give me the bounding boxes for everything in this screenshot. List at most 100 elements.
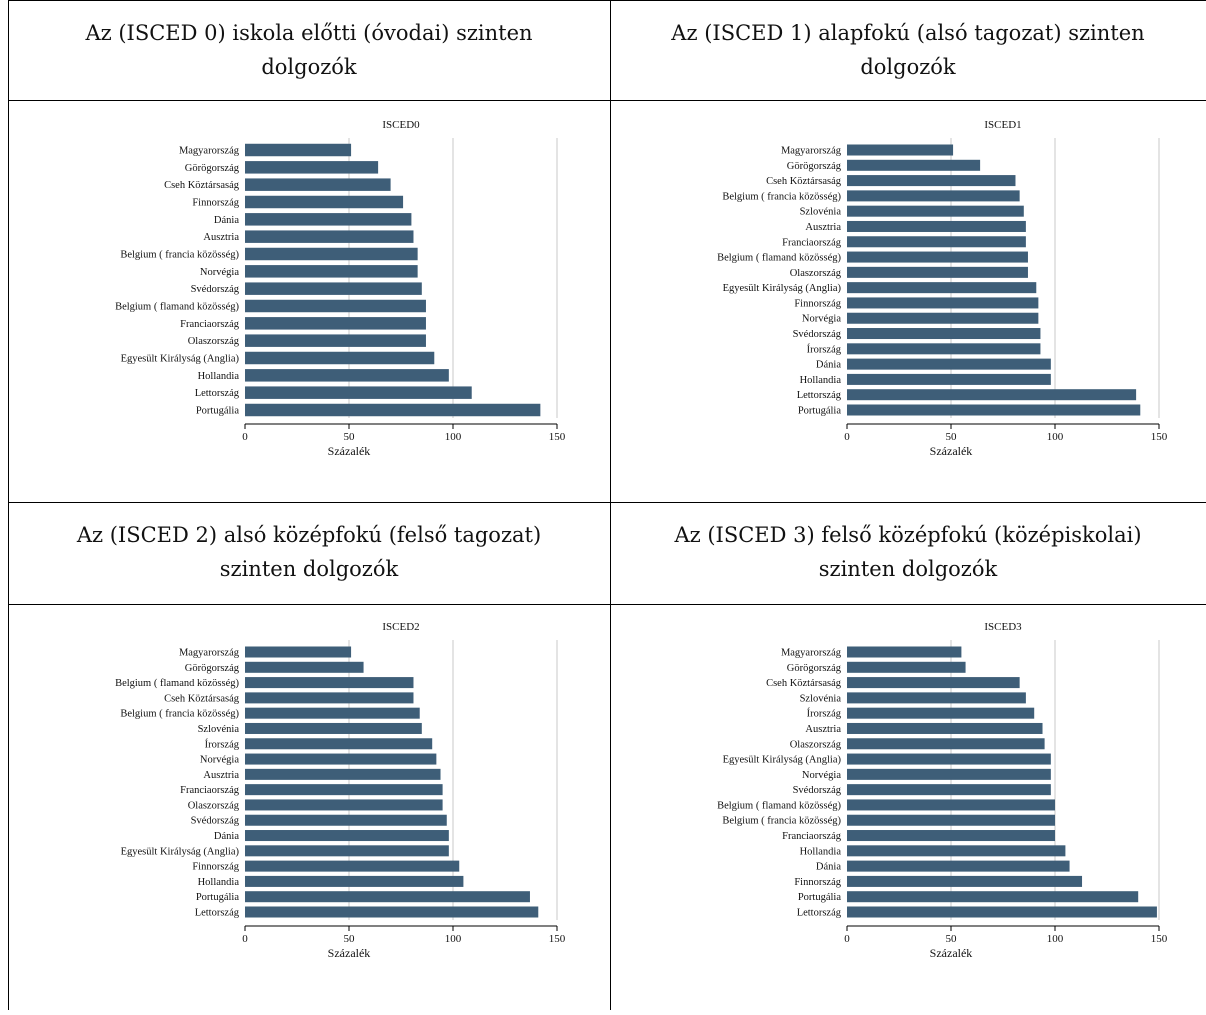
bar (847, 661, 966, 673)
x-axis-label: Százalék (930, 946, 973, 960)
category-label: Írország (807, 343, 842, 355)
category-label: Egyesült Királyság (Anglia) (121, 354, 240, 365)
bar (847, 722, 1043, 734)
category-label: Hollandia (800, 846, 842, 857)
x-tick-label: 0 (242, 933, 248, 945)
category-label: Belgium ( francia közösség) (722, 191, 841, 202)
x-tick-label: 100 (1047, 933, 1064, 945)
category-label: Belgium ( flamand közösség) (717, 253, 841, 264)
bar (847, 343, 1041, 355)
bar (245, 646, 352, 658)
category-label: Hollandia (198, 371, 240, 382)
bar (245, 707, 420, 719)
bar (245, 753, 437, 765)
bar (847, 830, 1055, 842)
bar (847, 692, 1026, 704)
bar (245, 814, 447, 826)
bar (847, 328, 1041, 340)
category-label: Görögország (185, 163, 240, 174)
panel-title: Az (ISCED 3) felső középfokú (középiskol… (674, 523, 1142, 581)
bar (847, 312, 1039, 324)
category-label: Cseh Köztársaság (164, 180, 240, 191)
x-tick-label: 150 (549, 431, 566, 443)
category-label: Franciaország (782, 831, 842, 842)
x-tick-label: 150 (1151, 933, 1168, 945)
bar (245, 386, 472, 399)
category-label: Svédország (191, 284, 240, 295)
bar (847, 814, 1055, 826)
category-label: Svédország (191, 816, 240, 827)
bar (245, 265, 418, 278)
bar (847, 768, 1051, 780)
category-label: Finnország (794, 298, 841, 309)
bar (245, 195, 404, 209)
bar (245, 247, 418, 261)
chart-title: ISCED3 (984, 621, 1022, 633)
bar (847, 677, 1020, 689)
bar (847, 860, 1070, 872)
panel-isced2: Az (ISCED 2) alsó középfokú (felső tagoz… (8, 502, 610, 1010)
bar (245, 784, 443, 796)
bar (245, 334, 426, 347)
x-tick-label: 50 (344, 933, 356, 945)
x-tick-label: 0 (844, 431, 850, 443)
bar (245, 906, 539, 918)
table-border-row1-header (8, 100, 1206, 101)
bar (245, 282, 422, 295)
category-label: Belgium ( flamand közösség) (115, 678, 239, 689)
bar (245, 403, 541, 417)
bar (245, 799, 443, 811)
category-label: Portugália (196, 892, 239, 903)
category-label: Magyarország (179, 648, 240, 659)
bar (245, 178, 391, 191)
category-label: Belgium ( francia közösség) (120, 709, 239, 720)
bar (245, 768, 441, 780)
x-tick-label: 100 (445, 431, 462, 443)
panel-title: Az (ISCED 1) alapfokú (alsó tagozat) szi… (671, 21, 1145, 79)
bar (245, 830, 449, 842)
bar (847, 389, 1137, 401)
bar (245, 161, 379, 174)
x-axis-label: Százalék (930, 444, 973, 458)
category-label: Norvégia (802, 770, 841, 781)
category-label: Olaszország (790, 739, 842, 750)
x-axis-label: Százalék (328, 946, 371, 960)
bar (847, 906, 1157, 918)
category-label: Lettország (195, 908, 240, 919)
bar (847, 799, 1055, 811)
bar (847, 373, 1051, 385)
category-label: Norvégia (200, 755, 239, 766)
panel-isced0: Az (ISCED 0) iskola előtti (óvodai) szin… (8, 0, 610, 502)
category-label: Magyarország (781, 648, 842, 659)
bar (847, 707, 1035, 719)
x-tick-label: 50 (946, 933, 958, 945)
category-label: Hollandia (800, 375, 842, 386)
category-label: Szlovénia (800, 693, 842, 704)
bar (245, 317, 426, 330)
bar (847, 875, 1083, 887)
bar (847, 175, 1016, 187)
panel-isced3: Az (ISCED 3) felső középfokú (középiskol… (610, 502, 1206, 1010)
category-label: Belgium ( flamand közösség) (717, 800, 841, 811)
category-label: Írország (205, 738, 240, 750)
category-label: Dánia (214, 215, 239, 226)
x-tick-label: 50 (344, 431, 356, 443)
category-label: Egyesült Királyság (Anglia) (723, 755, 842, 766)
category-label: Svédország (793, 329, 842, 340)
category-label: Lettország (797, 390, 842, 401)
chart-isced1: ISCED1 Magyarország Görögország Cseh Köztár… (717, 119, 1168, 458)
bar (245, 860, 460, 872)
bar (847, 144, 954, 156)
category-label: Dánia (214, 831, 239, 842)
bar (245, 369, 449, 382)
category-label: Ausztria (203, 770, 239, 781)
category-label: Dánia (816, 862, 841, 873)
category-label: Olaszország (790, 268, 842, 279)
table-border-row-split (8, 502, 1206, 503)
category-label: Norvégia (802, 314, 841, 325)
category-label: Görögország (185, 663, 240, 674)
bar (847, 282, 1037, 294)
category-label: Belgium ( francia közösség) (120, 250, 239, 261)
category-label: Hollandia (198, 877, 240, 888)
bar (245, 213, 412, 226)
